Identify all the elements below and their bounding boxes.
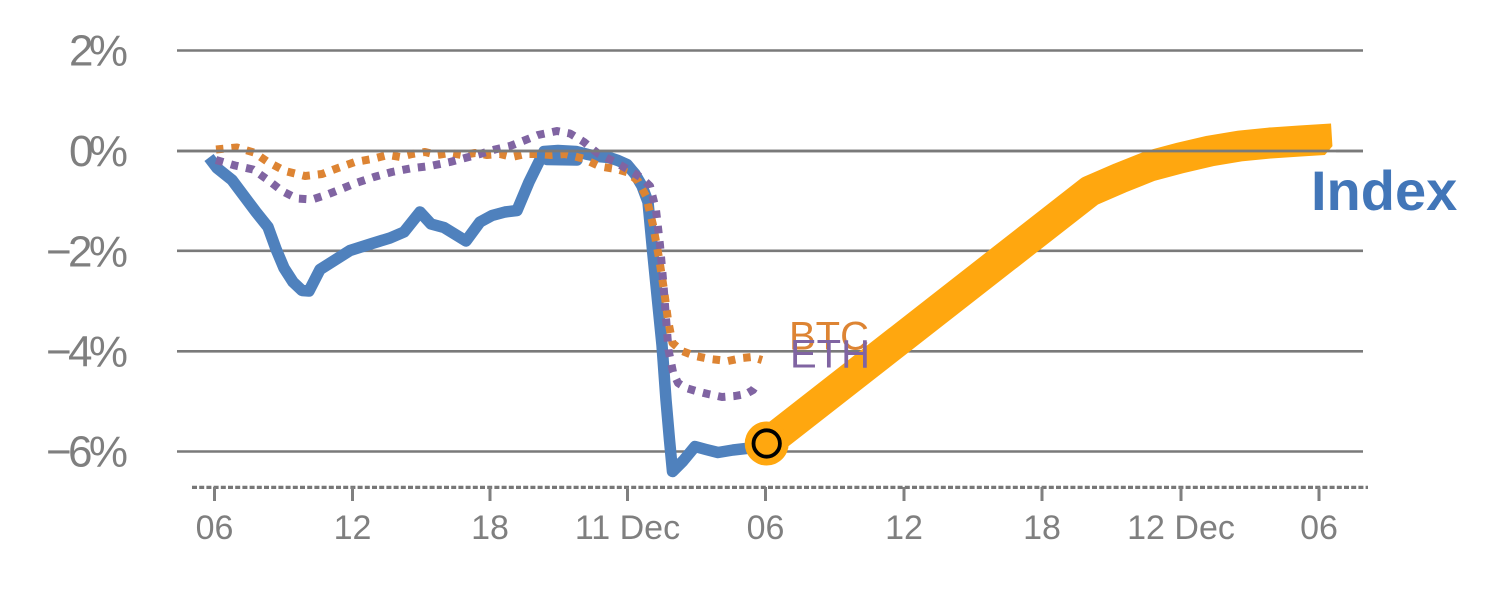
svg-text:06: 06 [747,509,785,547]
svg-text:12 Dec: 12 Dec [1127,509,1235,547]
svg-text:−2%: −2% [46,227,128,276]
svg-text:−4%: −4% [46,328,128,377]
svg-text:ETH: ETH [790,333,870,377]
svg-text:11 Dec: 11 Dec [575,509,680,547]
svg-text:18: 18 [471,509,509,547]
svg-text:06: 06 [196,509,234,547]
svg-text:0%: 0% [69,127,128,176]
svg-text:−6%: −6% [46,428,128,477]
svg-text:Index: Index [1311,159,1457,222]
svg-text:12: 12 [334,509,372,547]
svg-text:BTC: BTC [789,315,869,359]
svg-text:12: 12 [885,509,923,547]
svg-text:06: 06 [1300,509,1338,547]
svg-text:2%: 2% [69,27,128,76]
svg-text:18: 18 [1023,509,1061,547]
